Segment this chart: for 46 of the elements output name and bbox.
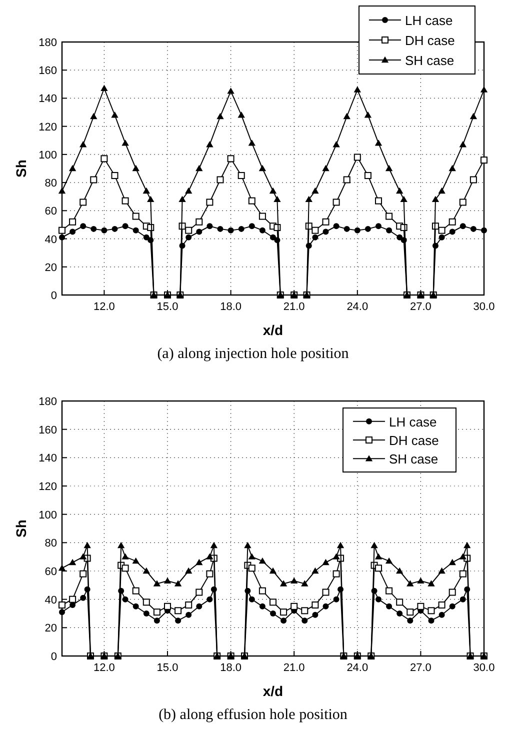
y-tick-label: 0	[50, 651, 57, 663]
y-tick-label: 160	[38, 65, 57, 78]
x-tick-label: 21.0	[283, 301, 305, 313]
x-tick-label: 27.0	[410, 662, 432, 674]
y-tick-label: 120	[38, 481, 57, 493]
y-tick-label: 40	[44, 234, 57, 246]
x-tick-label: 18.0	[220, 662, 242, 674]
x-tick-label: 24.0	[346, 301, 368, 313]
text: (b) along effusion hole position	[158, 707, 348, 723]
x-tick-label: 18.0	[220, 301, 242, 313]
x-tick-label: 12.0	[93, 662, 115, 674]
y-tick-label: 120	[38, 121, 57, 134]
y-axis-title: Sh	[13, 160, 29, 178]
y-tick-label: 60	[44, 206, 57, 218]
y-tick-label: 40	[44, 594, 57, 606]
y-tick-label: 20	[44, 262, 57, 274]
y-tick-label: 100	[38, 509, 57, 522]
legend-label: DH case	[389, 433, 439, 448]
x-tick-label: 27.0	[410, 301, 432, 313]
x-axis-title: x/d	[262, 683, 284, 699]
y-axis-title: Sh	[13, 520, 29, 538]
x-tick-label: 15.0	[156, 662, 178, 674]
x-tick-label: 30.0	[473, 301, 495, 313]
y-tick-label: 80	[44, 538, 57, 550]
y-tick-label: 180	[38, 37, 57, 49]
x-tick-label: 12.0	[93, 301, 115, 313]
x-tick-label: 15.0	[156, 301, 178, 313]
y-tick-label: 140	[38, 93, 57, 106]
text: (a) along injection hole position	[157, 346, 350, 362]
y-tick-label: 80	[44, 178, 57, 190]
y-tick-label: 180	[38, 396, 57, 408]
y-tick-label: 160	[38, 424, 57, 436]
legend-label: LH case	[389, 414, 437, 430]
legend-label: DH case	[405, 33, 455, 48]
x-tick-label: 30.0	[473, 662, 495, 674]
y-tick-label: 100	[38, 149, 57, 162]
legend-label: LH case	[405, 13, 453, 28]
y-tick-label: 140	[38, 452, 57, 465]
y-tick-label: 20	[44, 622, 57, 635]
x-tick-label: 24.0	[346, 662, 368, 674]
legend-label: SH case	[405, 53, 454, 68]
legend-label: SH case	[389, 452, 438, 467]
y-tick-label: 60	[44, 566, 57, 578]
x-tick-label: 21.0	[283, 662, 305, 674]
x-axis-title: x/d	[262, 322, 284, 338]
y-tick-label: 0	[50, 290, 57, 302]
